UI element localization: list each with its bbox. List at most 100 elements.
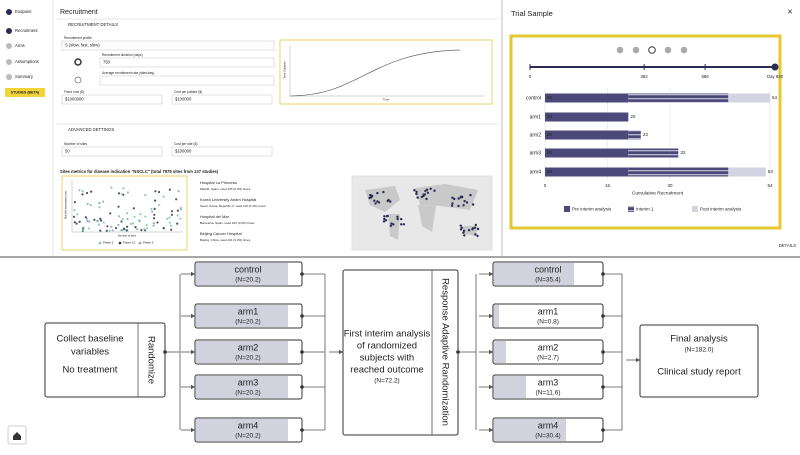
step-dot bbox=[6, 74, 12, 80]
scatter-dot bbox=[90, 190, 93, 193]
map-site bbox=[400, 223, 403, 226]
map-site bbox=[474, 223, 477, 227]
playback-button[interactable] bbox=[632, 46, 640, 54]
node-text: Final analysis bbox=[670, 334, 728, 345]
beta-button[interactable] bbox=[5, 88, 45, 97]
input[interactable] bbox=[61, 40, 275, 51]
junction bbox=[300, 314, 304, 318]
input-value: S (slow, fast, slow) bbox=[65, 43, 100, 48]
scatter-dot bbox=[152, 222, 155, 225]
playback-button[interactable] bbox=[648, 46, 656, 54]
close-button[interactable]: × bbox=[787, 6, 792, 16]
scatter-dot bbox=[117, 192, 121, 195]
scatter-dot bbox=[153, 213, 156, 216]
scatter-dot bbox=[125, 229, 128, 232]
scatter-dot bbox=[153, 207, 156, 210]
bar-segment bbox=[728, 167, 766, 177]
bar-segment bbox=[628, 148, 679, 158]
diagram: Collect baseline variables No treatment Ran… bbox=[7, 261, 759, 445]
sidebar-item[interactable]: Assumptions bbox=[15, 59, 39, 64]
scatter-dot bbox=[176, 222, 179, 225]
scatter-dot bbox=[140, 229, 143, 232]
input[interactable] bbox=[171, 146, 273, 157]
scatter-dot bbox=[88, 220, 91, 223]
timeline-label: Day 820 bbox=[767, 74, 784, 79]
scatter-dot bbox=[154, 199, 157, 202]
playback-button[interactable] bbox=[664, 46, 672, 54]
playback-button[interactable] bbox=[680, 46, 688, 54]
radio[interactable] bbox=[74, 76, 82, 84]
node-text: reached outcome bbox=[350, 365, 423, 376]
scatter-dot bbox=[99, 217, 102, 220]
trial-sample: Trial Sample × 0 382 586 Day 820 0 15 30 54 Cumula… bbox=[509, 6, 796, 248]
arm-n: (N=2.7) bbox=[537, 355, 559, 362]
hospital-name: Korea University Anam Hospital bbox=[200, 197, 256, 202]
details-link[interactable]: DETAILS bbox=[779, 243, 796, 248]
input-value: $100000 bbox=[175, 97, 192, 102]
sidebar-item[interactable]: Endpoint bbox=[15, 9, 32, 14]
scatter-dot bbox=[156, 221, 159, 224]
hospital-name: Hospital La Princesa bbox=[200, 180, 237, 185]
scatter-dot bbox=[143, 228, 146, 231]
scatter-dot bbox=[125, 212, 129, 215]
scatter-box bbox=[61, 175, 188, 251]
map-site bbox=[400, 217, 403, 221]
scatter-dot bbox=[106, 225, 109, 228]
page-title: Recruitment bbox=[60, 9, 98, 16]
scatter-dot bbox=[120, 229, 123, 232]
arm-name: arm1 bbox=[538, 306, 559, 316]
scatter-dot bbox=[82, 226, 85, 229]
arm-name: control bbox=[534, 264, 561, 274]
bar-segment bbox=[545, 130, 629, 140]
input[interactable] bbox=[99, 75, 275, 86]
input[interactable] bbox=[61, 94, 163, 105]
scatter-dot bbox=[108, 229, 111, 232]
final-box bbox=[639, 324, 759, 398]
step-label: Response Adaptive Randomization bbox=[439, 278, 450, 426]
arm-fill bbox=[494, 305, 499, 327]
scatter-dot bbox=[117, 205, 120, 208]
input[interactable] bbox=[99, 57, 275, 68]
map-site bbox=[368, 196, 371, 200]
legend-swatch bbox=[628, 206, 634, 212]
sidebar-item[interactable]: Arms bbox=[15, 43, 25, 48]
hospital-name: Beijing Cancer Hospital bbox=[200, 231, 242, 236]
timeline-handle[interactable] bbox=[771, 63, 779, 71]
radio-selected[interactable] bbox=[74, 58, 82, 66]
map-site bbox=[459, 228, 463, 231]
scatter-dot bbox=[97, 219, 100, 223]
map-site bbox=[422, 193, 425, 196]
sidebar-item[interactable]: Recruitment bbox=[15, 28, 38, 33]
scatter-dot bbox=[157, 190, 161, 194]
arm-fill bbox=[196, 376, 288, 398]
scatter-dot bbox=[110, 186, 113, 189]
arm-n: (N=20.2) bbox=[235, 319, 260, 326]
scatter-dot bbox=[109, 212, 112, 215]
section-title: Sites metrics for disease indication "NS… bbox=[60, 169, 219, 174]
playback-button[interactable] bbox=[616, 46, 624, 54]
scatter-dot bbox=[111, 229, 114, 232]
map-site bbox=[424, 189, 427, 193]
junction bbox=[601, 314, 605, 318]
arrowhead bbox=[191, 313, 195, 319]
land bbox=[418, 205, 436, 232]
axis-title: Number of sites bbox=[118, 234, 137, 238]
arm-fill bbox=[196, 263, 288, 285]
map-site bbox=[426, 191, 430, 194]
map-site bbox=[433, 189, 436, 192]
node-text: variables bbox=[71, 347, 109, 358]
input[interactable] bbox=[171, 94, 273, 105]
node-text: of randomized bbox=[357, 341, 417, 352]
junction bbox=[300, 350, 304, 354]
input[interactable] bbox=[61, 146, 163, 157]
node-text: subjects with bbox=[360, 353, 414, 364]
field-label: Recruitment duration (days) bbox=[102, 53, 143, 57]
axis-title: Total Subjects bbox=[283, 61, 287, 79]
arm-fill bbox=[196, 341, 288, 363]
scatter-dot bbox=[176, 209, 179, 212]
arm-fill bbox=[494, 263, 574, 285]
arm-fill bbox=[196, 419, 288, 441]
scatter-dot bbox=[110, 225, 113, 228]
sidebar-item[interactable]: Summary bbox=[15, 74, 34, 79]
scatter-dot bbox=[99, 229, 102, 232]
